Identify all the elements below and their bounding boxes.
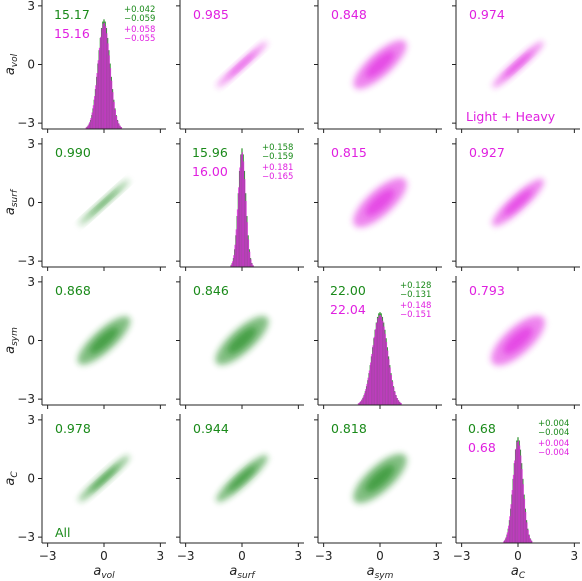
- all-density-contour: [77, 316, 131, 365]
- y-tick-label: 0: [27, 472, 35, 486]
- correlation-label-light-heavy: 0.848: [331, 7, 367, 22]
- upper-error-all: +0.158: [262, 143, 293, 153]
- legend-all: All: [55, 525, 71, 540]
- lower-error-all: −0.131: [400, 290, 431, 300]
- light-heavy-density-contour: [353, 177, 407, 228]
- x-axis-label: asurf: [229, 564, 256, 581]
- x-axis-label: aC: [511, 564, 526, 581]
- x-tick-label: 3: [295, 549, 303, 563]
- x-axis-label: asym: [367, 564, 394, 581]
- x-tick-label: 0: [376, 549, 384, 563]
- y-tick-label: 3: [27, 0, 35, 13]
- mean-label-all: 0.68: [468, 421, 496, 436]
- y-tick-label: 0: [27, 58, 35, 72]
- y-axis-label: avol: [3, 53, 20, 75]
- x-tick-label: −3: [39, 549, 57, 563]
- y-tick-label: 3: [27, 413, 35, 427]
- y-axis-label: asurf: [3, 188, 20, 215]
- light-heavy-histogram: [503, 440, 533, 543]
- y-tick-label: 3: [27, 275, 35, 289]
- y-tick-label: 3: [27, 137, 35, 151]
- lower-error-all: −0.159: [262, 152, 293, 162]
- mean-label-light-heavy: 15.16: [54, 26, 90, 41]
- lower-error-all: −0.004: [538, 428, 569, 438]
- correlation-label-light-heavy: 0.985: [193, 7, 229, 22]
- light-heavy-histogram: [85, 22, 123, 130]
- all-density-contour: [78, 179, 130, 226]
- mean-label-light-heavy: 22.04: [330, 302, 366, 317]
- lower-error-light-heavy: −0.004: [538, 448, 569, 458]
- lower-error-light-heavy: −0.055: [124, 34, 155, 44]
- correlation-label-all: 0.944: [193, 421, 229, 436]
- mean-label-light-heavy: 16.00: [192, 164, 228, 179]
- upper-error-all: +0.042: [124, 5, 155, 15]
- lower-error-all: −0.059: [124, 14, 155, 24]
- upper-error-light-heavy: +0.148: [400, 301, 431, 311]
- y-tick-label: −3: [17, 392, 35, 406]
- mean-label-light-heavy: 0.68: [468, 440, 496, 455]
- correlation-label-light-heavy: 0.927: [469, 145, 505, 160]
- upper-error-all: +0.004: [538, 419, 569, 429]
- light-heavy-density-contour: [353, 40, 407, 89]
- mean-label-all: 15.17: [54, 7, 90, 22]
- light-heavy-histogram: [357, 315, 402, 405]
- y-tick-label: 0: [27, 334, 35, 348]
- light-heavy-density-contour: [492, 41, 544, 88]
- y-axis-label: asym: [3, 327, 20, 354]
- correlation-label-all: 0.978: [55, 421, 91, 436]
- all-density-contour: [216, 455, 268, 502]
- y-axis-label: aC: [3, 471, 20, 486]
- correlation-label-all: 0.818: [331, 421, 367, 436]
- correlation-label-all: 0.868: [55, 283, 91, 298]
- all-density-contour: [215, 316, 269, 365]
- x-tick-label: 3: [571, 549, 579, 563]
- x-tick-label: −3: [177, 549, 195, 563]
- x-tick-label: −3: [453, 549, 471, 563]
- correlation-label-light-heavy: 0.815: [331, 145, 367, 160]
- light-heavy-histogram: [230, 152, 254, 267]
- lower-error-light-heavy: −0.165: [262, 172, 293, 182]
- legend-light-heavy: Light + Heavy: [466, 109, 556, 124]
- upper-error-light-heavy: +0.058: [124, 25, 155, 35]
- y-tick-label: 0: [27, 196, 35, 210]
- x-tick-label: 0: [514, 549, 522, 563]
- lower-error-light-heavy: −0.151: [400, 310, 431, 320]
- mean-label-all: 15.96: [192, 145, 228, 160]
- y-tick-label: −3: [17, 116, 35, 130]
- light-heavy-density-contour: [492, 178, 544, 227]
- correlation-label-light-heavy: 0.793: [469, 283, 505, 298]
- y-tick-label: −3: [17, 254, 35, 268]
- all-density-contour: [78, 455, 130, 502]
- x-axis-label: avol: [93, 564, 115, 581]
- upper-error-light-heavy: +0.004: [538, 439, 569, 449]
- mean-label-all: 22.00: [330, 283, 366, 298]
- x-tick-label: 3: [157, 549, 165, 563]
- x-tick-label: 0: [238, 549, 246, 563]
- x-tick-label: −3: [315, 549, 333, 563]
- correlation-label-light-heavy: 0.974: [469, 7, 505, 22]
- x-tick-label: 3: [433, 549, 441, 563]
- correlation-label-all: 0.846: [193, 283, 229, 298]
- light-heavy-density-contour: [491, 315, 545, 366]
- upper-error-all: +0.128: [400, 281, 431, 291]
- correlation-label-all: 0.990: [55, 145, 91, 160]
- x-tick-label: 0: [100, 549, 108, 563]
- light-heavy-density-contour: [216, 41, 268, 88]
- all-density-contour: [353, 453, 407, 504]
- y-tick-label: −3: [17, 530, 35, 544]
- upper-error-light-heavy: +0.181: [262, 163, 293, 173]
